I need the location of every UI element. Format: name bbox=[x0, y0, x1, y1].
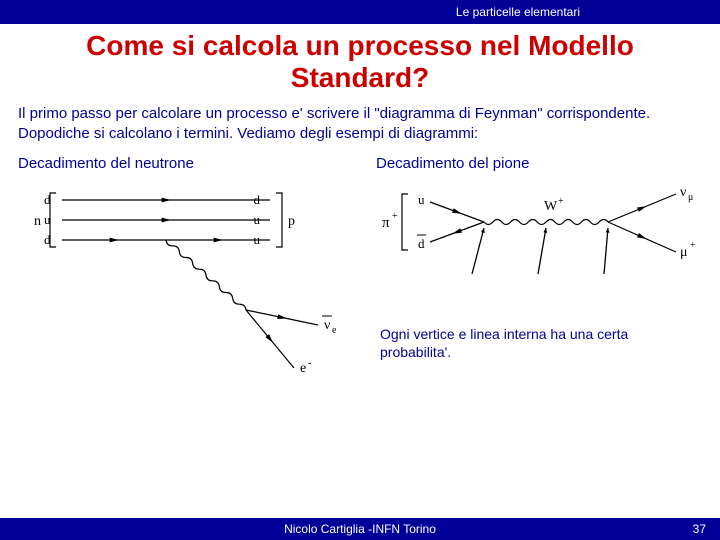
svg-text:π: π bbox=[382, 215, 390, 231]
right-title: Decadimento del pione bbox=[376, 155, 706, 172]
svg-text:W: W bbox=[544, 199, 558, 214]
svg-text:μ: μ bbox=[688, 192, 693, 203]
svg-text:d: d bbox=[44, 192, 51, 207]
svg-text:u: u bbox=[254, 232, 261, 247]
right-column: Decadimento del pione π+udW+νμμ+ Ogni ve… bbox=[376, 155, 706, 385]
intro-paragraph: Il primo passo per calcolare un processo… bbox=[0, 102, 720, 149]
neutron-decay-diagram: npdudduuνee- bbox=[18, 180, 358, 385]
svg-text:u: u bbox=[44, 212, 51, 227]
left-title: Decadimento del neutrone bbox=[18, 155, 358, 172]
svg-text:+: + bbox=[690, 240, 696, 251]
header-bar: Le particelle elementari bbox=[0, 0, 720, 24]
pion-decay-diagram: π+udW+νμμ+ bbox=[376, 180, 706, 320]
svg-text:u: u bbox=[418, 192, 425, 207]
footer-credit: Nicolo Cartiglia -INFN Torino bbox=[0, 518, 720, 540]
svg-text:e: e bbox=[332, 325, 337, 336]
svg-text:ν: ν bbox=[324, 318, 330, 333]
svg-text:-: - bbox=[308, 358, 311, 369]
svg-text:ν: ν bbox=[680, 185, 686, 200]
svg-text:+: + bbox=[558, 196, 564, 207]
svg-text:d: d bbox=[254, 192, 261, 207]
footer-bar: Nicolo Cartiglia -INFN Torino 37 bbox=[0, 518, 720, 540]
diagram-columns: Decadimento del neutrone npdudduuνee- De… bbox=[0, 149, 720, 385]
footer-page: 37 bbox=[693, 518, 706, 540]
svg-text:μ: μ bbox=[680, 245, 688, 260]
svg-text:n: n bbox=[34, 214, 41, 229]
svg-text:p: p bbox=[288, 214, 295, 229]
left-column: Decadimento del neutrone npdudduuνee- bbox=[18, 155, 358, 385]
right-caption: Ogni vertice e linea interna ha una cert… bbox=[376, 320, 706, 361]
page-title: Come si calcola un processo nel Modello … bbox=[0, 24, 720, 102]
svg-text:d: d bbox=[418, 236, 425, 251]
svg-text:u: u bbox=[254, 212, 261, 227]
header-topic: Le particelle elementari bbox=[456, 5, 580, 19]
svg-text:+: + bbox=[392, 211, 398, 222]
svg-text:d: d bbox=[44, 232, 51, 247]
svg-text:e: e bbox=[300, 361, 306, 376]
